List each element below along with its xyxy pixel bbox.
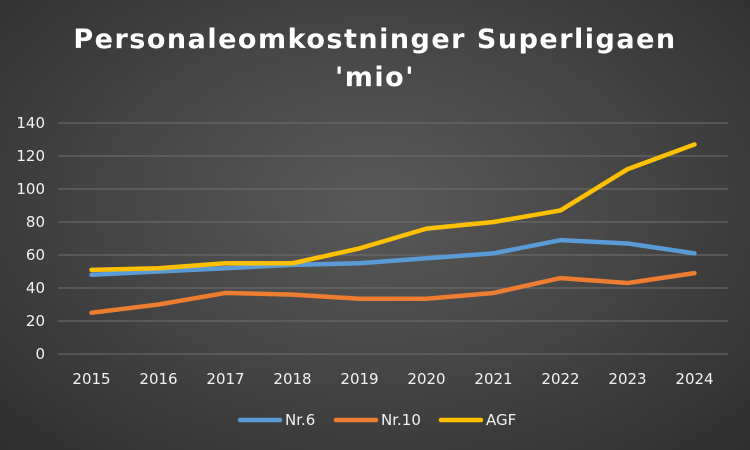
gridlines xyxy=(58,122,728,355)
y-axis-ticks: 0 20 40 60 80 100 120 140 xyxy=(16,114,45,363)
y-tick-label: 140 xyxy=(16,114,45,132)
x-tick-label: 2015 xyxy=(72,370,110,388)
series-line-agf xyxy=(89,142,697,273)
x-tick-label: 2017 xyxy=(206,370,244,388)
legend: Nr.6 Nr.10 AGF xyxy=(237,411,516,429)
x-tick-label: 2024 xyxy=(675,370,713,388)
legend-label: AGF xyxy=(486,411,516,429)
y-tick-label: 80 xyxy=(26,213,45,231)
y-tick-label: 40 xyxy=(26,279,45,297)
legend-label: Nr.10 xyxy=(381,411,421,429)
x-tick-label: 2023 xyxy=(608,370,646,388)
x-tick-label: 2016 xyxy=(139,370,177,388)
series-lines xyxy=(89,142,697,315)
y-tick-label: 0 xyxy=(35,345,45,363)
series-line-nr10 xyxy=(89,270,697,315)
x-tick-label: 2022 xyxy=(541,370,579,388)
x-tick-label: 2018 xyxy=(273,370,311,388)
y-tick-label: 120 xyxy=(16,147,45,165)
series-line-nr6 xyxy=(89,237,697,278)
x-tick-label: 2019 xyxy=(340,370,378,388)
y-tick-label: 20 xyxy=(26,312,45,330)
chart-title: Personaleomkostninger Superligaen xyxy=(73,24,677,55)
y-tick-label: 100 xyxy=(16,180,45,198)
y-tick-label: 60 xyxy=(26,246,45,264)
chart-subtitle: 'mio' xyxy=(335,62,415,93)
x-tick-label: 2020 xyxy=(407,370,445,388)
x-tick-label: 2021 xyxy=(474,370,512,388)
legend-label: Nr.6 xyxy=(285,411,315,429)
x-axis-ticks: 2015 2016 2017 2018 2019 2020 2021 2022 2023 2024 xyxy=(72,370,713,388)
